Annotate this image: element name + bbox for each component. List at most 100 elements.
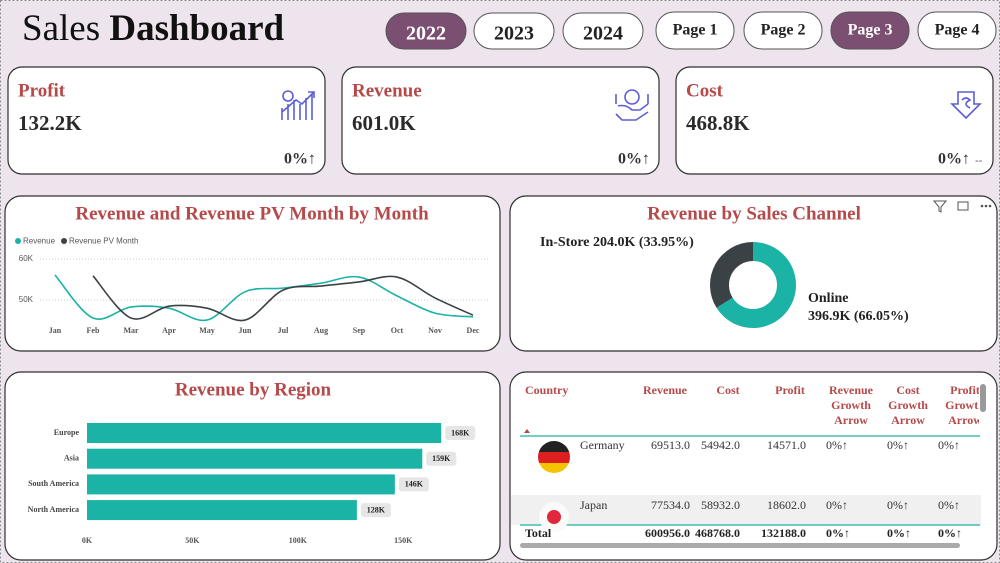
data-label: 396.9K (66.05%) bbox=[808, 309, 909, 324]
x-tick-label: Aug bbox=[314, 326, 328, 335]
x-tick-label: 0K bbox=[82, 536, 93, 545]
button-shape bbox=[655, 11, 735, 50]
button-label: Page 1 bbox=[673, 22, 718, 39]
line-series bbox=[92, 275, 474, 322]
total-cell: 0%↑ bbox=[887, 526, 911, 540]
y-tick-label: North America bbox=[28, 505, 79, 514]
cell: 58932.0 bbox=[701, 498, 740, 512]
kpi-change: 0%↑ bbox=[938, 151, 970, 168]
value: 204.0K (33.95%) bbox=[593, 235, 694, 250]
cell: Germany bbox=[580, 438, 625, 452]
button-shape bbox=[917, 11, 997, 50]
data-label: In-Store 204.0K (33.95%) bbox=[540, 235, 694, 250]
total-cell: 600956.0 bbox=[645, 526, 690, 540]
column-header: Arrow bbox=[834, 413, 868, 427]
title-part: Dashboard bbox=[109, 8, 284, 49]
cell: 77534.0 bbox=[651, 498, 690, 512]
page-title: Sales Dashboard bbox=[22, 8, 285, 49]
button-shape bbox=[743, 11, 823, 50]
kpi-card bbox=[7, 66, 326, 175]
label-box bbox=[445, 426, 476, 440]
bar bbox=[87, 423, 442, 443]
legend-label: Revenue bbox=[23, 237, 56, 246]
donut-slice bbox=[710, 242, 753, 308]
total-cell: 0%↑ bbox=[938, 526, 962, 540]
x-tick-label: Dec bbox=[467, 326, 480, 335]
button-label: 2022 bbox=[406, 23, 446, 45]
x-tick-label: Jul bbox=[278, 326, 289, 335]
x-tick-label: May bbox=[199, 326, 215, 335]
x-tick-label: Sep bbox=[353, 326, 366, 335]
legend-label: Revenue PV Month bbox=[69, 237, 138, 246]
bar bbox=[87, 474, 395, 495]
kpi-value: 601.0K bbox=[352, 111, 416, 135]
year-button[interactable]: 2023 bbox=[473, 12, 555, 50]
kpi-value: 468.8K bbox=[686, 111, 750, 135]
kpi-label: Cost bbox=[686, 80, 724, 101]
cell: 54942.0 bbox=[701, 438, 740, 452]
flag-germany bbox=[538, 441, 570, 473]
column-header: Growth bbox=[831, 398, 871, 412]
donut-slice bbox=[716, 242, 797, 328]
x-tick-label: Apr bbox=[162, 326, 176, 335]
line-series bbox=[54, 274, 474, 322]
year-button[interactable]: 2024 bbox=[562, 12, 644, 50]
button-shape bbox=[473, 12, 555, 50]
y-tick-label: 60K bbox=[19, 254, 34, 263]
kpi-label: Revenue bbox=[352, 80, 422, 101]
label-box bbox=[360, 503, 391, 518]
table: Country Revenue Cost Profit RevenueGrowthArr… bbox=[525, 383, 985, 540]
row-band bbox=[511, 495, 981, 525]
column-header: Profit bbox=[775, 383, 805, 397]
column-header: Arrow bbox=[948, 413, 982, 427]
chart-title: Revenue by Region bbox=[175, 379, 332, 400]
column-header: Arrow bbox=[891, 413, 925, 427]
cell: 0%↑ bbox=[887, 498, 909, 512]
kpi-change: 0%↑ bbox=[284, 151, 316, 168]
cell: 0%↑ bbox=[887, 438, 909, 452]
kpi-value: 132.2K bbox=[18, 111, 82, 135]
x-tick-label: Nov bbox=[428, 326, 442, 335]
kpi-change: 0%↑ bbox=[618, 151, 650, 168]
y-tick-label: Europe bbox=[54, 428, 80, 437]
kpi-card bbox=[341, 66, 660, 175]
button-label: Page 3 bbox=[848, 22, 893, 39]
category: In-Store bbox=[540, 235, 590, 250]
data-label: Online bbox=[808, 291, 848, 306]
page-button[interactable]: Page 1 bbox=[655, 11, 735, 50]
column-header: Growth bbox=[945, 398, 985, 412]
y-tick-label: 50K bbox=[19, 295, 34, 304]
x-tick-label: Feb bbox=[87, 326, 100, 335]
cell: 0%↑ bbox=[826, 438, 848, 452]
chart-card bbox=[509, 195, 998, 352]
page-button[interactable]: Page 4 bbox=[917, 11, 997, 50]
column-header: Country bbox=[525, 383, 568, 397]
cell: Japan bbox=[580, 498, 607, 512]
label-box bbox=[426, 451, 457, 466]
chart-card bbox=[4, 195, 501, 352]
button-label: Page 4 bbox=[935, 22, 980, 39]
bar bbox=[87, 448, 423, 469]
bar bbox=[87, 500, 357, 521]
kpi-label: Profit bbox=[18, 80, 66, 101]
page-button[interactable]: Page 3 bbox=[830, 11, 910, 50]
data-label: 159K bbox=[432, 454, 451, 463]
flag-japan bbox=[539, 502, 569, 532]
button-shape bbox=[385, 12, 467, 50]
kpi-icon bbox=[281, 89, 982, 121]
visual-header-icons[interactable] bbox=[932, 200, 992, 213]
year-button[interactable]: 2022 bbox=[385, 12, 467, 50]
scrollbar[interactable] bbox=[520, 543, 960, 548]
cell: 14571.0 bbox=[767, 438, 806, 452]
sort-arrow[interactable] bbox=[524, 429, 530, 433]
data-label: 128K bbox=[367, 505, 386, 514]
x-tick-label: Jan bbox=[49, 326, 62, 335]
cell: 18602.0 bbox=[767, 498, 806, 512]
label-box bbox=[398, 477, 429, 492]
title-part: Sales bbox=[22, 8, 100, 49]
page-button[interactable]: Page 2 bbox=[743, 11, 823, 50]
data-label: 168K bbox=[451, 428, 470, 437]
button-label: 2024 bbox=[583, 23, 623, 45]
scrollbar[interactable] bbox=[980, 384, 986, 412]
